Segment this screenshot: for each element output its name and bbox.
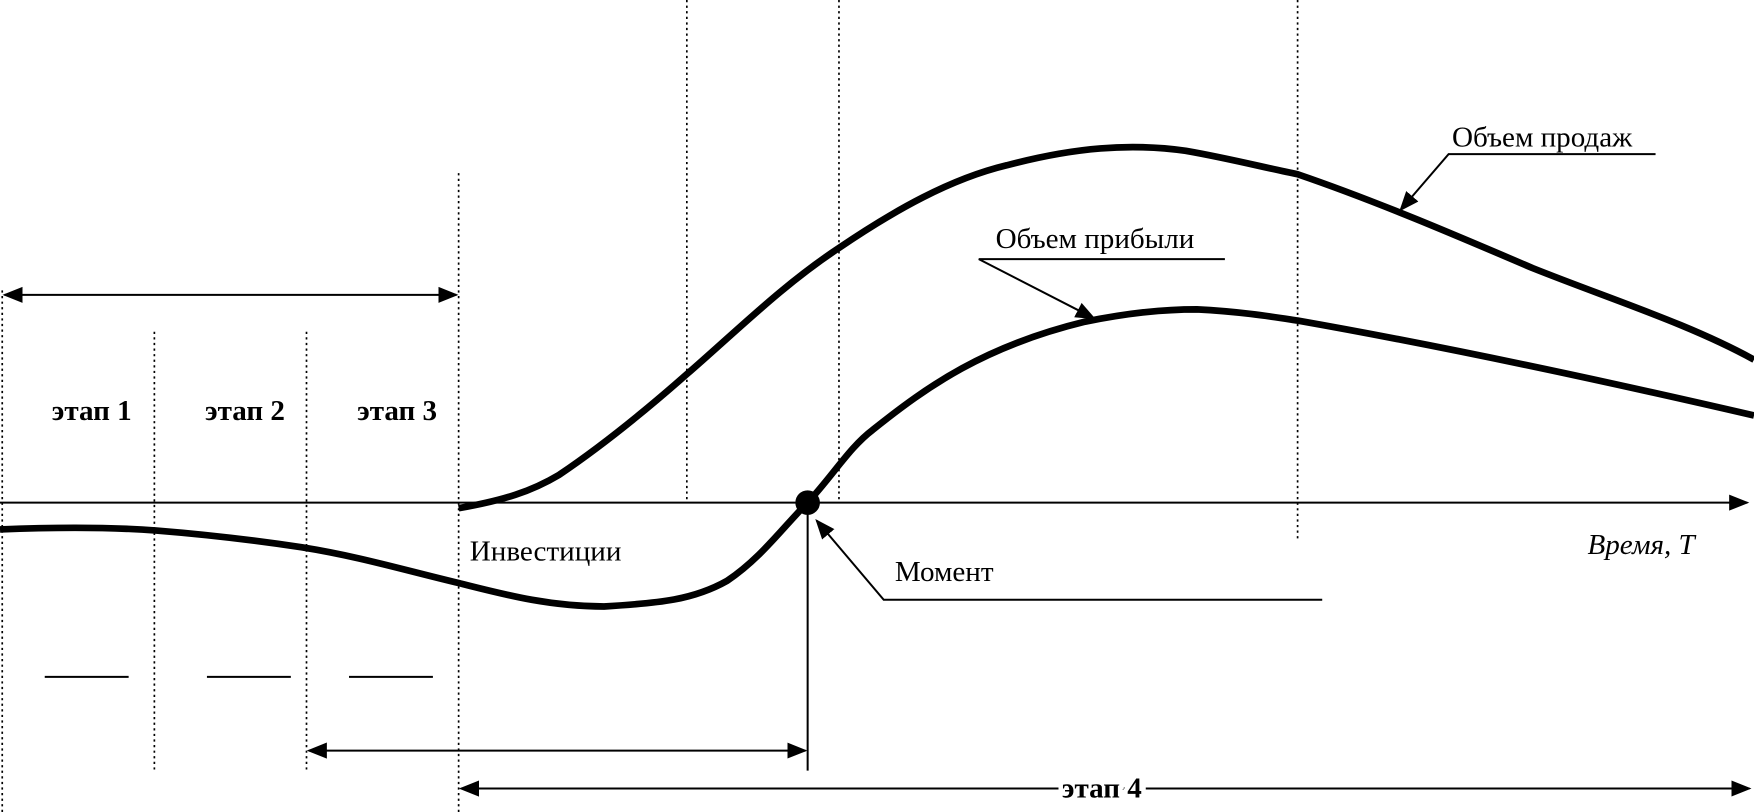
sales-label: Объем продаж xyxy=(1452,121,1633,153)
stage-label: этап 4 xyxy=(1062,772,1142,804)
profit-curve xyxy=(0,306,1754,610)
investments-label: Инвестиции xyxy=(470,536,622,568)
break-even-point xyxy=(795,490,820,515)
moment-label: Момент xyxy=(895,556,994,588)
stage-label: этап 2 xyxy=(205,395,285,427)
sales-curve xyxy=(458,143,1754,512)
sales-leader xyxy=(1399,153,1656,212)
profit-leader xyxy=(978,258,1225,320)
time-axis-label: Время, T xyxy=(1587,529,1696,561)
stage-label: этап 3 xyxy=(357,395,437,427)
moment-leader xyxy=(815,518,1323,601)
profit-label: Объем прибыли xyxy=(996,223,1195,255)
stage-label: этап 1 xyxy=(52,395,132,427)
